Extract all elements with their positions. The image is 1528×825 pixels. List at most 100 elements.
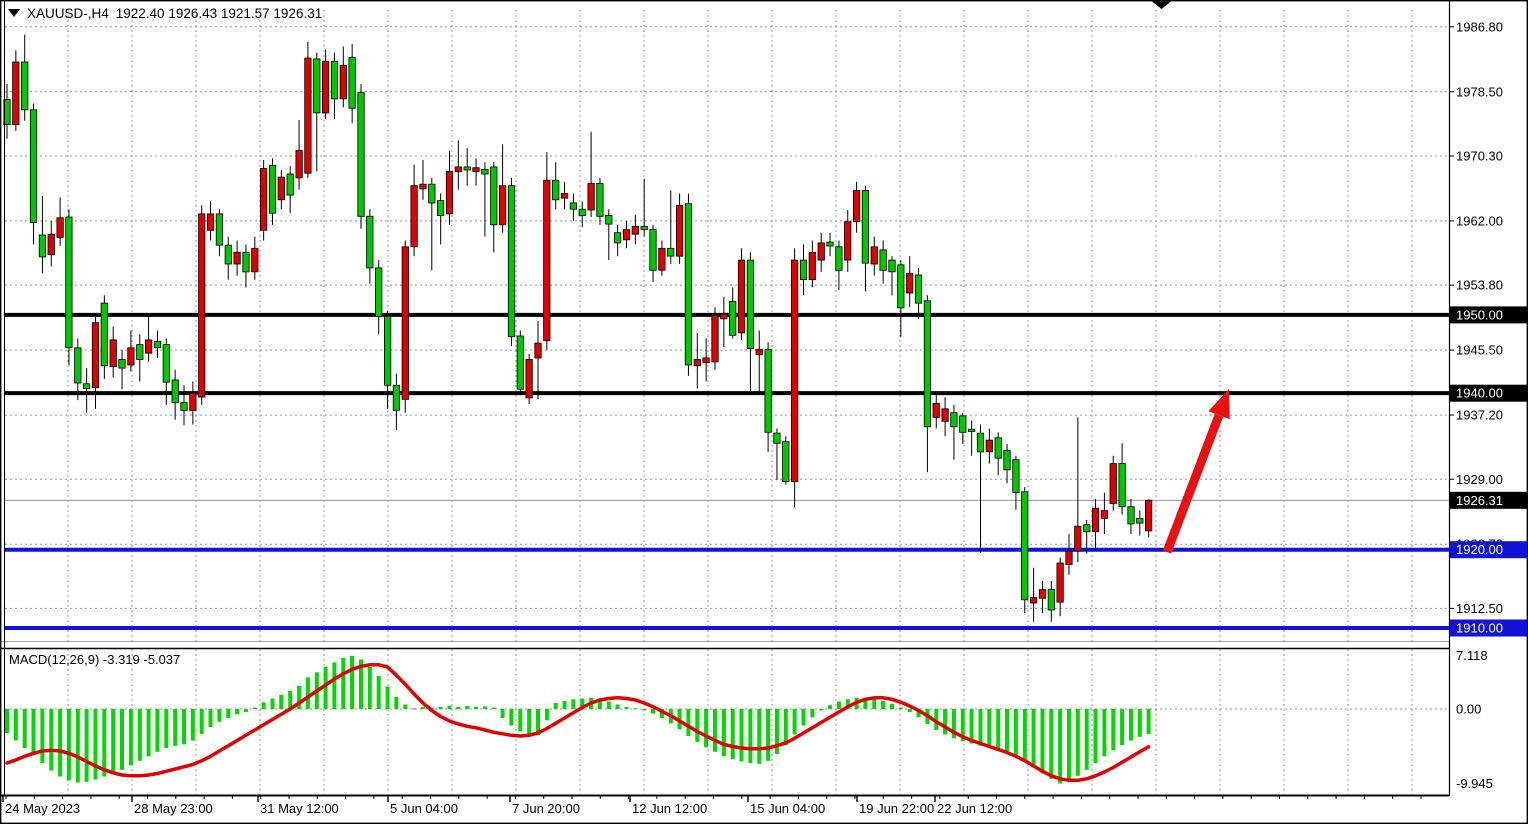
candle-body bbox=[640, 225, 648, 230]
price-tick-label: 1970.30 bbox=[1456, 149, 1503, 164]
candle-body bbox=[711, 315, 719, 363]
candle-body bbox=[189, 392, 197, 411]
price-badge-label: 1926.31 bbox=[1456, 493, 1503, 508]
macd-bar bbox=[659, 709, 664, 718]
macd-bar bbox=[544, 709, 549, 721]
candle-body bbox=[950, 412, 958, 428]
macd-bar bbox=[571, 699, 576, 710]
macd-bar bbox=[420, 706, 425, 710]
ohlc-values: 1922.40 1926.43 1921.57 1926.31 bbox=[115, 5, 323, 21]
macd-bar bbox=[536, 709, 540, 736]
candle-body bbox=[65, 216, 73, 349]
candle-body bbox=[277, 176, 285, 201]
candle-body bbox=[1118, 463, 1126, 508]
macd-bar bbox=[872, 698, 877, 709]
projection-arrow[interactable] bbox=[1162, 389, 1230, 554]
macd-bar bbox=[960, 709, 965, 742]
time-tick-label: 31 May 12:00 bbox=[260, 801, 339, 816]
macd-bar bbox=[31, 709, 36, 756]
candle-body bbox=[817, 242, 825, 261]
candle-body bbox=[259, 168, 268, 231]
macd-bar bbox=[580, 698, 585, 709]
autoscroll-marker-icon[interactable] bbox=[1152, 1, 1171, 10]
macd-bar bbox=[332, 662, 337, 709]
price-tick-label: 1937.20 bbox=[1456, 408, 1503, 423]
macd-bar bbox=[704, 709, 709, 748]
macd-bar bbox=[509, 709, 514, 726]
macd-bar bbox=[597, 699, 602, 710]
candle-body bbox=[38, 234, 47, 258]
macd-bar bbox=[633, 708, 638, 710]
macd-bar bbox=[155, 709, 160, 752]
candle-body bbox=[1003, 449, 1011, 471]
macd-bar bbox=[252, 707, 257, 709]
candle-body bbox=[490, 166, 498, 226]
macd-tick-label: 7.118 bbox=[1456, 648, 1488, 663]
macd-bar bbox=[783, 709, 788, 745]
macd-bar bbox=[40, 709, 45, 763]
macd-bar bbox=[350, 655, 355, 710]
macd-bar bbox=[376, 676, 381, 709]
horizontal-level-lines[interactable] bbox=[5, 312, 1449, 630]
candle-body bbox=[1056, 562, 1064, 603]
symbol-dropdown-icon[interactable] bbox=[8, 9, 20, 17]
macd-bar bbox=[341, 658, 346, 709]
macd-bar bbox=[1022, 709, 1027, 761]
time-tick-label: 28 May 23:00 bbox=[134, 801, 213, 816]
macd-bar bbox=[766, 709, 771, 761]
macd-bar bbox=[934, 709, 939, 730]
macd-bar bbox=[730, 709, 735, 760]
candle-body bbox=[985, 439, 993, 453]
macd-bar bbox=[5, 709, 9, 733]
candle-body bbox=[755, 348, 763, 356]
candle-body bbox=[1012, 459, 1020, 494]
macd-bar bbox=[1005, 709, 1009, 751]
macd-indicator-label: MACD(12,26,9) -3.319 -5.037 bbox=[9, 652, 181, 667]
macd-bar bbox=[288, 691, 293, 709]
macd-bar bbox=[651, 709, 655, 714]
candlesticks bbox=[3, 34, 1153, 622]
candle-body bbox=[419, 183, 427, 190]
price-badge-label: 1940.00 bbox=[1456, 386, 1503, 401]
macd-bar bbox=[173, 709, 178, 746]
macd-tick-label: -9.945 bbox=[1456, 776, 1493, 791]
chart-title-bar: XAUUSD-,H4 1922.40 1926.43 1921.57 1926.… bbox=[8, 5, 322, 21]
candle-body bbox=[516, 335, 524, 390]
candle-body bbox=[109, 339, 117, 367]
price-tick-label: 1929.00 bbox=[1456, 472, 1503, 487]
candle-body bbox=[853, 189, 861, 223]
candle-body bbox=[879, 249, 887, 271]
candle-body bbox=[21, 61, 29, 111]
candle-body bbox=[1127, 506, 1135, 525]
time-tick-label: 5 Jun 04:00 bbox=[390, 801, 458, 816]
candle-body bbox=[791, 259, 799, 483]
macd-bar bbox=[491, 707, 496, 709]
macd-bar bbox=[58, 709, 63, 777]
candle-body bbox=[906, 272, 914, 294]
macd-bar bbox=[1129, 709, 1133, 741]
candle-body bbox=[383, 315, 392, 386]
candle-body bbox=[941, 408, 949, 422]
price-axis[interactable]: 1986.80 1978.50 1970.30 1962.00 1953.80 1945.… bbox=[1449, 19, 1503, 791]
candle-body bbox=[622, 229, 631, 241]
candle-body bbox=[888, 259, 896, 273]
macd-bar bbox=[403, 704, 408, 709]
macd-bar bbox=[1031, 709, 1036, 768]
candle-body bbox=[1083, 524, 1091, 533]
macd-bar bbox=[93, 709, 98, 780]
candle-body bbox=[667, 247, 675, 257]
macd-bar bbox=[208, 709, 213, 727]
macd-bar bbox=[1102, 709, 1107, 757]
candle-body bbox=[1074, 525, 1082, 552]
price-tick-label: 1978.50 bbox=[1456, 84, 1503, 99]
candle-body bbox=[180, 402, 188, 411]
candle-body bbox=[198, 213, 206, 398]
candle-body bbox=[1100, 510, 1108, 519]
time-axis[interactable]: 24 May 2023 28 May 23:00 31 May 12:00 5 Jun… bbox=[2, 796, 1422, 816]
candle-body bbox=[295, 150, 303, 179]
candle-body bbox=[375, 267, 383, 317]
price-tick-label: 1986.80 bbox=[1456, 19, 1503, 34]
candle-body bbox=[91, 322, 100, 389]
